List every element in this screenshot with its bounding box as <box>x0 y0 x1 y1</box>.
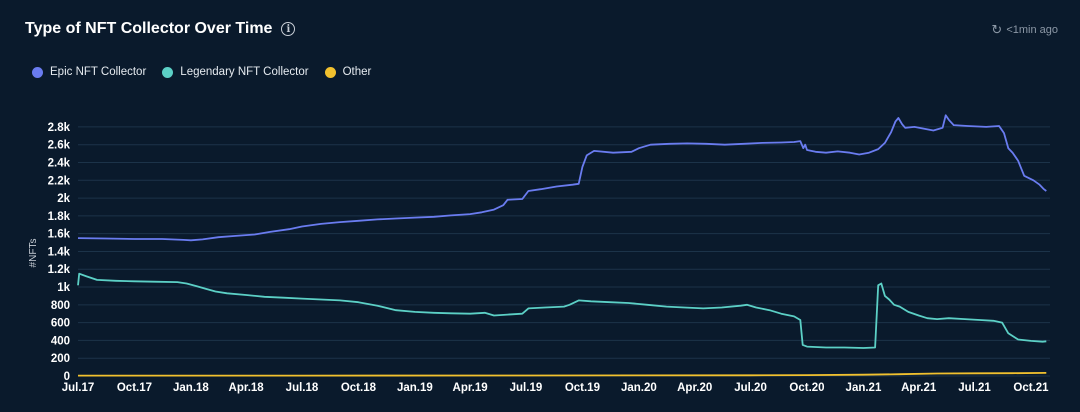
y-tick-label: 600 <box>51 318 70 330</box>
legend-dot-other <box>324 66 336 78</box>
y-tick-label: 1.4k <box>48 246 71 258</box>
legend-label-legendary: Legendary NFT Collector <box>180 66 309 78</box>
x-tick-label: Apr.20 <box>677 382 712 394</box>
legend-dot-legendary <box>162 66 174 78</box>
x-tick-label: Apr.19 <box>453 382 488 394</box>
y-tick-label: 400 <box>51 335 70 347</box>
grid-lines <box>78 126 1050 377</box>
y-tick-label: 1.6k <box>48 229 71 241</box>
x-tick-label: Oct.21 <box>1013 382 1049 394</box>
y-tick-label: 800 <box>51 300 70 312</box>
info-icon[interactable]: i <box>281 22 296 36</box>
x-axis-ticks: Jul.17 Oct.17 Jan.18 Apr.18 Jul.18 Oct.18 Jan.… <box>62 382 1049 394</box>
x-tick-label: Jan.18 <box>173 382 209 394</box>
chart-title: Type of NFT Collector Over Time <box>25 20 273 37</box>
chart-legend: Epic NFT Collector Legendary NFT Collect… <box>32 66 371 78</box>
y-axis-ticks: 0 200 400 600 800 1k 1.2k 1.4k 1.6k 1.8k 2k 2.2k 2.4… <box>48 122 71 383</box>
x-tick-label: Jan.21 <box>846 382 882 394</box>
y-tick-label: 1k <box>57 282 70 294</box>
legend-label-epic: Epic NFT Collector <box>50 66 147 78</box>
legend-item-other[interactable]: Other <box>324 66 372 78</box>
x-tick-label: Apr.21 <box>901 382 937 394</box>
x-tick-label: Jan.20 <box>621 382 657 394</box>
y-tick-label: 2.4k <box>48 157 71 169</box>
x-tick-label: Jul.18 <box>286 382 319 394</box>
x-tick-label: Oct.18 <box>341 382 377 394</box>
y-tick-label: 2k <box>57 193 70 205</box>
chart-header: Type of NFT Collector Over Time i <box>25 20 296 38</box>
legend-item-legendary[interactable]: Legendary NFT Collector <box>162 66 309 78</box>
x-tick-label: Jul.20 <box>734 382 767 394</box>
x-tick-label: Jan.19 <box>397 382 433 394</box>
x-tick-label: Oct.19 <box>565 382 600 394</box>
x-tick-label: Jul.21 <box>958 382 991 394</box>
y-tick-label: 1.8k <box>48 211 71 223</box>
y-tick-label: 1.2k <box>48 264 71 276</box>
y-tick-label: 2.6k <box>48 140 71 152</box>
x-tick-label: Jul.19 <box>510 382 543 394</box>
series-lines <box>77 114 1047 377</box>
x-tick-label: Apr.18 <box>229 382 265 394</box>
x-tick-label: Jul.17 <box>62 382 95 394</box>
y-tick-label: 200 <box>51 353 70 365</box>
legend-dot-epic <box>32 66 43 78</box>
refresh-clock-icon[interactable]: ↻ <box>991 22 1003 37</box>
legend-item-epic[interactable]: Epic NFT Collector <box>32 66 146 78</box>
y-tick-label: 0 <box>64 371 70 383</box>
y-axis-label: #NFTs <box>28 239 39 268</box>
refresh-status[interactable]: ↻ <1min ago <box>991 23 1058 36</box>
series-line-other[interactable] <box>78 372 1047 377</box>
x-tick-label: Oct.20 <box>789 382 824 394</box>
legend-label-other: Other <box>342 66 372 78</box>
series-line-legendary-nft-collector[interactable] <box>77 272 1047 349</box>
series-line-epic-nft-collector[interactable] <box>77 114 1047 242</box>
y-tick-label: 2.8k <box>48 122 71 134</box>
x-tick-label: Oct.17 <box>117 382 152 394</box>
y-tick-label: 2.2k <box>48 175 71 187</box>
updated-time: <1min ago <box>1006 23 1058 36</box>
